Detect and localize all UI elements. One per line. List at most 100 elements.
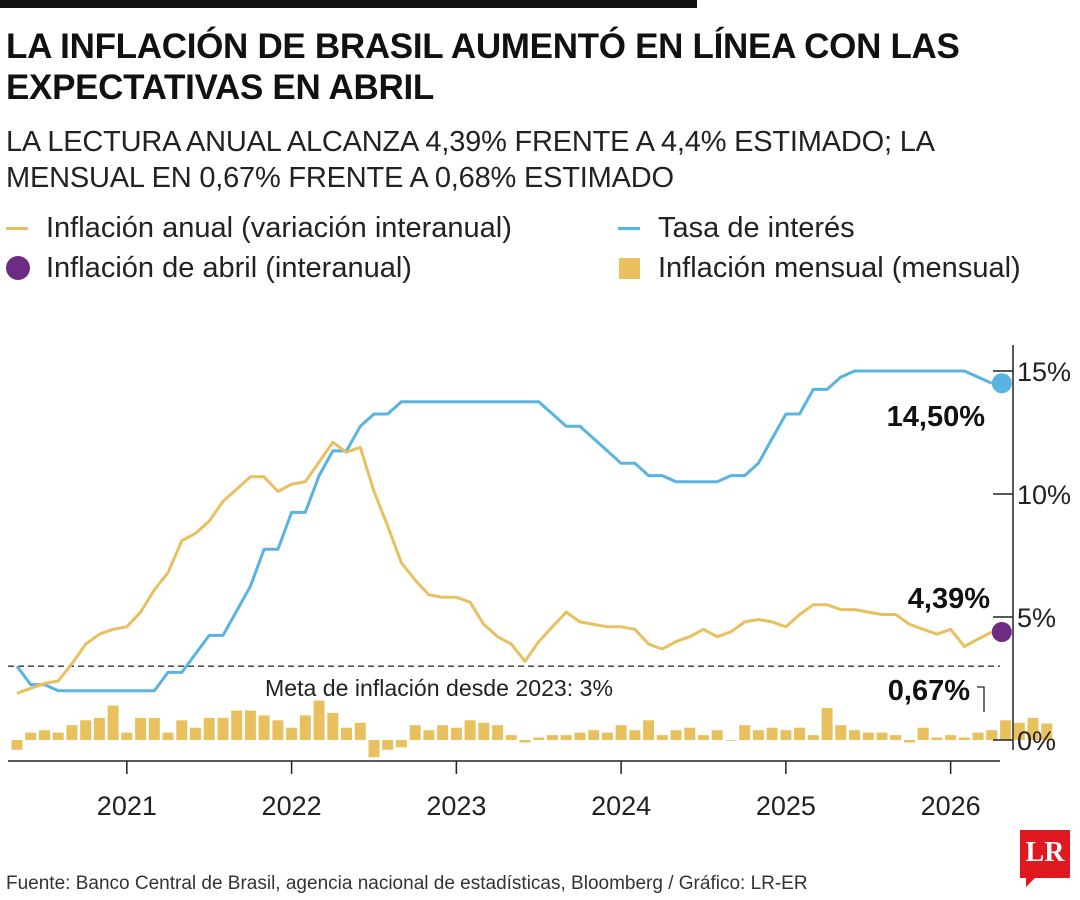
monthly-bar [162,732,174,740]
monthly-bar [395,740,407,748]
legend-swatch-annual-inflation [6,227,28,230]
monthly-bar [217,717,229,740]
annual-inflation-line [16,440,993,695]
x-tick-label: 2024 [591,791,651,821]
monthly-bar [176,720,188,740]
monthly-bar [876,732,888,740]
interest-rate-value-label: 14,50% [887,401,986,433]
monthly-bar [711,730,723,740]
monthly-bar [327,712,339,740]
monthly-bar [107,705,119,740]
monthly-bar [341,727,352,740]
monthly-bar [588,730,600,740]
inflation-rate-chart: Meta de inflación desde 2023: 3% 2021 2022… [8,345,1071,821]
april-inflation-marker [991,622,1012,643]
monthly-bar [505,735,517,740]
monthly-inflation-leader-line [977,686,985,712]
legend-swatch-interest-rate [618,227,640,230]
legend-swatch-april-inflation [6,256,30,280]
y-tick-label: 15% [1017,357,1071,387]
monthly-bar [972,732,984,740]
monthly-bar [203,717,215,740]
monthly-bar [890,735,902,740]
monthly-bar [656,735,668,740]
monthly-bar [945,735,957,740]
monthly-bar [382,740,394,750]
monthly-bar [547,735,558,740]
page-title: LA INFLACIÓN DE BRASIL AUMENTÓ EN LÍNEA … [6,27,960,107]
monthly-bar [725,740,737,741]
monthly-inflation-value-label: 0,67% [888,675,970,707]
monthly-bar [904,740,915,743]
monthly-bar [1000,720,1012,740]
legend-swatch-monthly-inflation [619,258,640,279]
monthly-bar [821,708,833,740]
monthly-bar [752,730,764,740]
chart-subtitle: LA LECTURA ANUAL ALCANZA 4,39% FRENTE A … [6,126,934,194]
chart-legend: Inflación anual (variación interanual) T… [6,208,1076,292]
monthly-bar [931,737,943,740]
monthly-bar [231,710,243,740]
source-note: Fuente: Banco Central de Brasil, agencia… [6,873,808,894]
monthly-bar [437,725,449,740]
monthly-bar [601,732,613,740]
monthly-bar [615,725,627,740]
monthly-bar [409,725,421,740]
x-tick-label: 2021 [97,791,157,821]
monthly-bar [299,715,311,740]
annual-inflation-value-label: 4,39% [908,583,990,615]
monthly-bar [986,730,998,740]
monthly-bar [93,717,105,740]
lr-logo-text: LR [1025,837,1065,868]
monthly-bar [354,722,366,740]
legend-label-april-inflation: Inflación de abril (interanual) [46,252,412,284]
legend-label-monthly-inflation: Inflación mensual (mensual) [658,252,1021,284]
monthly-bar [423,730,435,740]
monthly-bar [560,735,572,740]
monthly-bar [670,730,682,740]
monthly-bar [574,732,586,740]
x-tick-label: 2026 [921,791,981,821]
monthly-bar [492,725,504,740]
interest-rate-end-marker [991,373,1012,394]
x-tick-label: 2022 [262,791,322,821]
inflation-target-label: Meta de inflación desde 2023: 3% [265,675,613,701]
monthly-bar [533,737,545,740]
monthly-bar [478,722,490,740]
monthly-bar [148,717,160,740]
legend-label-annual-inflation: Inflación anual (variación interanual) [46,212,512,244]
monthly-bar [698,735,709,740]
monthly-bar [684,727,696,740]
lr-logo: LR [1020,830,1070,887]
monthly-bar [52,732,64,740]
lr-logo-box [1020,830,1070,878]
monthly-bar [1013,722,1025,740]
monthly-bar [958,737,970,740]
monthly-bar [849,730,860,740]
monthly-bar [766,727,778,740]
monthly-bar [807,735,819,740]
monthly-bar [258,715,270,740]
monthly-bar [835,725,847,740]
monthly-bar [135,717,147,740]
monthly-bar [450,727,462,740]
monthly-bar [917,727,929,740]
monthly-bar [739,725,751,740]
monthly-bar [190,727,201,740]
y-tick-label: 5% [1017,603,1056,633]
interest-rate-line [15,369,993,693]
monthly-bar [286,727,298,740]
monthly-bar [121,732,133,740]
monthly-bar [368,740,380,758]
monthly-bar [780,730,792,740]
monthly-bar [25,732,37,740]
monthly-bar [862,732,874,740]
monthly-bar [66,725,78,740]
monthly-bar [1027,717,1039,740]
monthly-bar [519,740,531,743]
monthly-bar [244,710,256,740]
monthly-bar [629,730,641,740]
y-tick-label: 10% [1017,480,1071,510]
monthly-bar [1041,723,1053,740]
top-rule [0,0,697,8]
